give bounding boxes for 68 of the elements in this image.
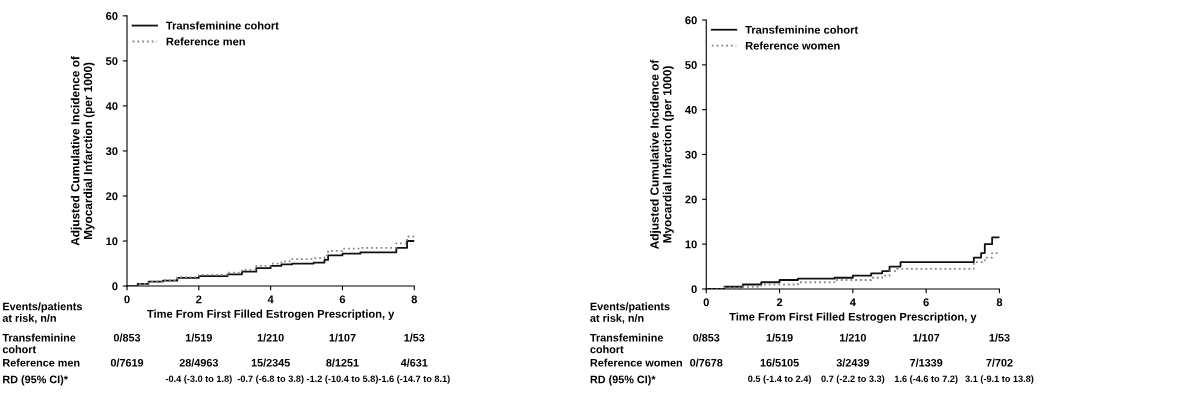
text: 1/210: [839, 333, 866, 342]
text: 1/210: [257, 333, 284, 342]
x-tick-label: 2: [196, 295, 202, 304]
text: RD (95% CI)*: [590, 375, 656, 386]
text: 0/853: [693, 333, 720, 342]
y-tick-label: 0: [691, 285, 697, 294]
text: 3/2439: [836, 358, 870, 367]
y-tick-label: 50: [685, 61, 697, 69]
legend-label: Reference men: [166, 37, 245, 46]
y-tick-label: 40: [685, 105, 697, 114]
legend-label: Transfeminine cohort: [166, 21, 279, 30]
x-tick-label: 8: [411, 295, 418, 304]
text: 0.5 (-1.4 to 2.4): [748, 375, 811, 384]
y-tick-label: 20: [106, 192, 118, 201]
text: 1/53: [989, 333, 1010, 342]
text: -0.7 (-6.8 to 3.8): [237, 375, 304, 384]
text: 16/5105: [760, 358, 799, 367]
text: Reference men: [3, 358, 80, 367]
text: 0/7619: [110, 358, 144, 367]
y-tick-label: 30: [685, 150, 697, 159]
text: 15/2345: [251, 358, 290, 367]
text: 1/53: [404, 333, 425, 342]
text: Transfeminine cohort: [2, 333, 76, 354]
text: 7/1339: [910, 358, 943, 367]
y-tick-label: 20: [685, 195, 697, 204]
text: 4/631: [400, 358, 428, 367]
legend-label: Transfeminine cohort: [745, 25, 858, 34]
text: Reference women: [590, 358, 682, 367]
x-tick-label: 0: [124, 295, 130, 304]
x-tick-label: 4: [267, 295, 274, 304]
text: 0.7 (-2.2 to 3.3): [821, 375, 885, 384]
legend-label: Reference women: [745, 41, 840, 50]
x-tick-label: 8: [996, 298, 1003, 307]
text: 1.6 (-4.6 to 7.2): [894, 375, 958, 384]
x-axis-title: Time From First Filled Estrogen Prescription, y: [729, 312, 977, 323]
text: -0.4 (-3.0 to 1.8): [165, 375, 232, 384]
y-tick-label: 50: [105, 57, 118, 66]
text: 0/853: [113, 333, 141, 342]
text: 28/4963: [179, 358, 219, 367]
y-axis-title: Adjusted Cumulative Incidence of Myocardial Infarction (per 1000): [70, 56, 95, 246]
y-tick-label: 60: [106, 12, 118, 20]
text: 7/702: [986, 358, 1013, 367]
y-tick-label: 10: [685, 240, 697, 249]
y-tick-label: 30: [105, 147, 118, 156]
x-tick-label: 4: [849, 298, 856, 307]
y-axis-title: Adjusted Cumulative Incidence of Myocardial Infarction (per 1000): [650, 59, 674, 249]
text: Events/patients at risk, n/n: [2, 302, 82, 324]
text: 1/107: [329, 333, 356, 342]
text: -1.6 (-14.7 to 8.1): [378, 375, 450, 384]
text: 0/7678: [690, 358, 723, 367]
x-tick-label: 2: [776, 298, 783, 307]
x-axis-title: Time From First Filled Estrogen Prescription, y: [147, 309, 395, 321]
text: 3.1 (-9.1 to 13.8): [965, 375, 1034, 384]
text: 1/519: [766, 333, 793, 342]
y-tick-label: 60: [685, 16, 697, 25]
text: 1/519: [185, 333, 212, 342]
text: RD (95% CI)*: [3, 375, 68, 386]
y-tick-label: 0: [112, 282, 118, 291]
x-tick-label: 0: [703, 298, 709, 307]
y-tick-label: 40: [105, 102, 118, 111]
x-tick-label: 6: [923, 298, 929, 307]
text: 1/107: [913, 333, 940, 342]
text: Transfeminine cohort: [590, 333, 664, 354]
text: Events/patients at risk, n/n: [590, 302, 670, 324]
text: 8/1251: [326, 358, 359, 367]
y-tick-label: 10: [106, 237, 118, 246]
text: -1.2 (-10.4 to 5.8): [306, 375, 378, 384]
x-tick-label: 6: [339, 295, 346, 304]
